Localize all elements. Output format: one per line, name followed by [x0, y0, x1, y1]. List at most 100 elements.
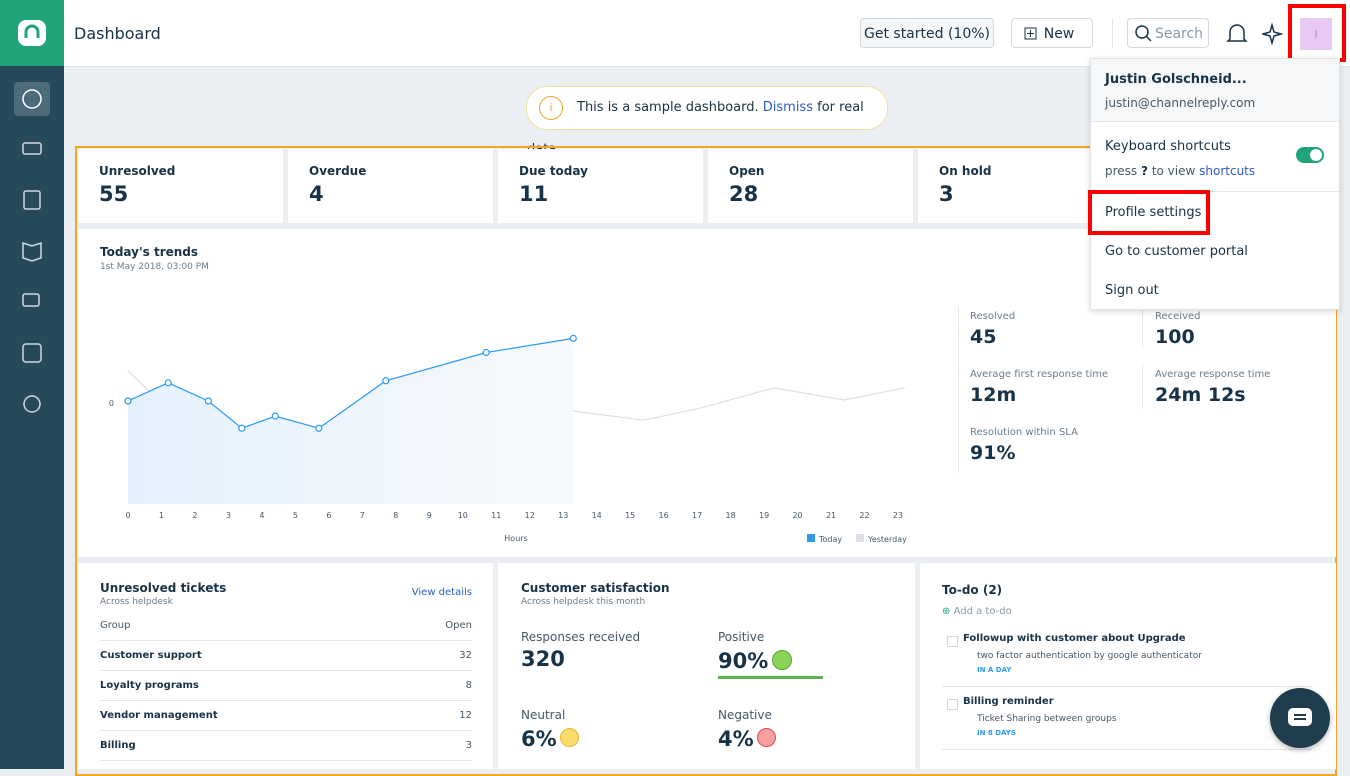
search-box[interactable]: Search: [1127, 18, 1209, 48]
x-tick-label: 17: [692, 511, 702, 520]
point: [569, 334, 577, 342]
metric-divider: [958, 365, 959, 425]
table-header: Group Open: [100, 611, 472, 641]
sparkle-icon[interactable]: [1262, 22, 1284, 46]
x-tick-label: 6: [326, 511, 331, 520]
add-icon: ⊕: [942, 606, 951, 617]
shortcuts-toggle[interactable]: [1296, 147, 1324, 163]
x-tick-label: 1: [159, 511, 164, 520]
table-row: Customer support 32: [100, 641, 472, 671]
table-row: Billing 3: [100, 731, 472, 761]
bell-icon[interactable]: [1226, 22, 1248, 46]
positive-value: 90%: [718, 649, 769, 673]
stat-label: On hold: [939, 164, 992, 178]
trends-chart: 0 1 2 3 4 5 6 7 8 9 10 11 12 13 14 15 16 17 18 19 20 21 22 230H…: [109, 334, 907, 544]
stat-card: Overdue 4: [288, 149, 493, 223]
table-cell: 12: [459, 710, 472, 721]
highlight-profile-settings: [1088, 190, 1210, 235]
page-title: Dashboard: [74, 24, 161, 43]
dismiss-link[interactable]: Dismiss: [762, 100, 813, 115]
avatar[interactable]: J: [1300, 18, 1332, 50]
x-tick-label: 23: [893, 511, 903, 520]
header: Dashboard Get started (10%) New Search J: [64, 0, 1350, 67]
stat-value: 3: [939, 182, 954, 206]
table-cell: Customer support: [100, 650, 202, 661]
point: [204, 397, 212, 405]
stat-card: Unresolved 55: [78, 149, 283, 223]
todo-due: IN A DAY: [977, 666, 1012, 674]
metric-value: 12m: [970, 384, 1017, 406]
todo-checkbox: [947, 699, 958, 710]
neutral-label: Neutral: [521, 708, 566, 722]
view-details-link[interactable]: View details: [411, 587, 472, 598]
nav-contacts[interactable]: [23, 190, 41, 210]
metric-value: 45: [970, 326, 997, 348]
point: [482, 348, 490, 357]
x-axis-label: Hours: [504, 534, 527, 543]
x-tick-label: 5: [293, 511, 298, 520]
x-tick-label: 19: [759, 511, 769, 520]
todo-separator: [942, 749, 1312, 750]
unresolved-subtitle: Across helpdesk: [100, 597, 173, 607]
metric-divider: [1142, 307, 1143, 347]
satisfaction-subtitle: Across helpdesk this month: [521, 597, 646, 607]
point: [271, 412, 279, 420]
menu-item[interactable]: Go to customer portal: [1105, 244, 1248, 259]
nav-discussions[interactable]: [22, 293, 40, 307]
nav-admin[interactable]: [23, 395, 41, 413]
nav-active[interactable]: [14, 82, 50, 116]
stat-card: Open 28: [708, 149, 913, 223]
legend-label: Yesterday: [867, 535, 907, 544]
todo-title: To-do (2): [942, 583, 1003, 597]
x-tick-label: 18: [726, 511, 736, 520]
menu-item[interactable]: Sign out: [1105, 283, 1159, 298]
table-cell: Loyalty programs: [100, 680, 199, 691]
stat-label: Overdue: [309, 164, 367, 178]
x-tick-label: 14: [592, 511, 602, 520]
nav-tickets[interactable]: [22, 142, 42, 155]
column-header: Group: [100, 620, 131, 631]
todo-due: IN 8 DAYS: [977, 729, 1016, 737]
nav-solutions[interactable]: [22, 241, 42, 262]
nav-dashboard[interactable]: [22, 89, 42, 109]
banner-text: This is a sample dashboard.: [577, 100, 759, 115]
highlight-avatar: [1288, 4, 1346, 62]
legend-swatch: [807, 534, 815, 542]
neutral-value: 6%: [521, 727, 557, 751]
x-tick-label: 2: [192, 511, 197, 520]
menu-item[interactable]: Profile settings: [1105, 205, 1202, 220]
stat-label: Unresolved: [99, 164, 176, 178]
legend-label: Today: [818, 535, 842, 544]
add-todo[interactable]: ⊕ Add a to-do: [942, 606, 1012, 617]
shortcuts-hint: press ? to view shortcuts: [1105, 164, 1255, 178]
todo-panel: To-do (2) ⊕ Add a to-do Followup with cu…: [920, 563, 1336, 769]
todo-title: Billing reminder: [963, 696, 1054, 707]
hint-key: ?: [1141, 164, 1148, 178]
metric-label: Resolution within SLA: [970, 427, 1078, 438]
todo-desc: Ticket Sharing between groups: [977, 714, 1117, 724]
toggle-knob: [1310, 149, 1322, 161]
x-tick-label: 13: [558, 511, 568, 520]
nav-reports[interactable]: [22, 343, 42, 363]
sample-banner: i This is a sample dashboard. Dismiss fo…: [526, 86, 888, 157]
menu-divider: [1091, 191, 1339, 192]
happy-face: [772, 650, 792, 670]
table-cell: Vendor management: [100, 710, 218, 721]
x-tick-label: 20: [792, 511, 802, 520]
metric-divider: [958, 307, 959, 367]
chat-button[interactable]: [1270, 688, 1330, 748]
metric-label: Received: [1155, 311, 1201, 322]
x-tick-label: 12: [525, 511, 535, 520]
profile-menu: Justin Golschneid... justin@channelreply…: [1090, 58, 1340, 310]
sad-face: [757, 728, 776, 747]
sidebar: [0, 0, 64, 769]
shortcuts-link[interactable]: shortcuts: [1199, 164, 1256, 178]
get-started-button[interactable]: Get started (10%): [860, 18, 994, 48]
stat-value: 28: [729, 182, 759, 206]
x-tick-label: 22: [859, 511, 869, 520]
trends-title: Today's trends: [100, 245, 199, 259]
stat-card: Due today 11: [498, 149, 703, 223]
unresolved-panel: Unresolved tickets Across helpdesk View …: [78, 563, 493, 769]
info-icon: i: [539, 96, 563, 120]
